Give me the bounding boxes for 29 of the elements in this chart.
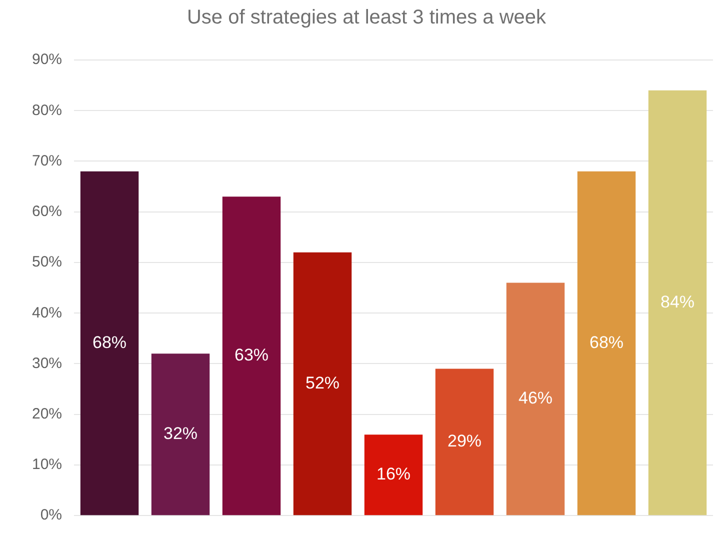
- bar: [151, 354, 210, 516]
- y-tick-label: 30%: [32, 354, 62, 372]
- y-tick-label: 50%: [32, 254, 62, 271]
- data-label: 68%: [92, 332, 127, 352]
- bar: [648, 90, 707, 516]
- y-tick-label: 70%: [32, 152, 62, 170]
- data-label: 68%: [589, 332, 624, 352]
- bar: [506, 282, 565, 516]
- data-label: 32%: [164, 424, 198, 444]
- bar: [293, 252, 352, 516]
- y-tick-label: 40%: [32, 304, 62, 322]
- data-label: 84%: [660, 292, 695, 312]
- bar: [364, 434, 423, 516]
- y-tick-label: 10%: [32, 456, 62, 474]
- data-label: 16%: [376, 464, 411, 484]
- y-tick-label: 80%: [32, 102, 62, 119]
- y-tick-label: 90%: [32, 51, 62, 68]
- bar: [577, 171, 636, 516]
- data-label: 46%: [518, 388, 553, 408]
- data-label: 52%: [306, 373, 340, 392]
- data-label: 63%: [234, 346, 269, 365]
- y-tick-label: 20%: [32, 405, 62, 422]
- chart-title: Use of strategies at least 3 times a week: [186, 6, 548, 29]
- y-tick-label: 60%: [32, 203, 62, 220]
- bar: [80, 171, 139, 516]
- data-label: 29%: [447, 432, 482, 451]
- bar: [435, 368, 494, 516]
- bar: [222, 196, 281, 516]
- y-tick-label: 0%: [40, 506, 62, 524]
